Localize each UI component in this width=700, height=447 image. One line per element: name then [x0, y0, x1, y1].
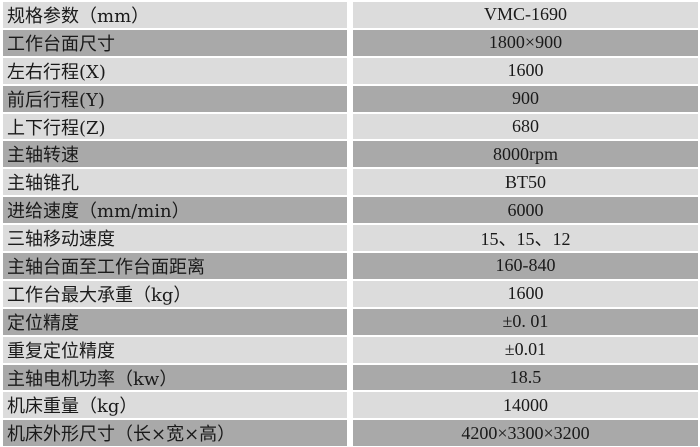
spec-value: ±0.01: [353, 336, 698, 363]
spec-label: 左右行程(X): [3, 57, 347, 84]
spec-label: 上下行程(Z): [3, 113, 347, 140]
spec-label: 前后行程(Y): [3, 85, 347, 112]
spec-value: 6000: [353, 197, 698, 224]
spec-table: 规格参数（mm） VMC-1690 工作台面尺寸 1800×900 左右行程(X) 160…: [3, 2, 700, 447]
spec-value: 1800×900: [353, 29, 698, 56]
spec-value: 1600: [353, 280, 698, 307]
spec-value: ±0. 01: [353, 308, 698, 335]
spec-value: 15、15、12: [353, 225, 698, 252]
spec-value: 18.5: [353, 364, 698, 391]
spec-label: 主轴转速: [3, 141, 347, 168]
spec-label: 工作台面尺寸: [3, 29, 347, 56]
spec-value: 160-840: [353, 253, 698, 279]
spec-value: VMC-1690: [353, 2, 698, 28]
spec-label: 机床外形尺寸（长×宽×高）: [3, 420, 347, 447]
spec-label: 规格参数（mm）: [3, 2, 347, 28]
spec-label: 重复定位精度: [3, 336, 347, 363]
spec-value: 1600: [353, 57, 698, 84]
spec-label: 三轴移动速度: [3, 225, 347, 252]
spec-label: 工作台最大承重（kg）: [3, 280, 347, 307]
spec-value: 680: [353, 113, 698, 140]
spec-value: 900: [353, 85, 698, 112]
spec-label: 主轴台面至工作台面距离: [3, 253, 347, 279]
spec-label: 定位精度: [3, 308, 347, 335]
spec-label: 主轴电机功率（kw）: [3, 364, 347, 391]
spec-value: BT50: [353, 169, 698, 196]
spec-label: 机床重量（kg）: [3, 392, 347, 419]
spec-label: 主轴锥孔: [3, 169, 347, 196]
spec-value: 14000: [353, 392, 698, 419]
spec-value: 4200×3300×3200: [353, 420, 698, 447]
spec-label: 进给速度（mm/min）: [3, 197, 347, 224]
spec-value: 8000rpm: [353, 141, 698, 168]
